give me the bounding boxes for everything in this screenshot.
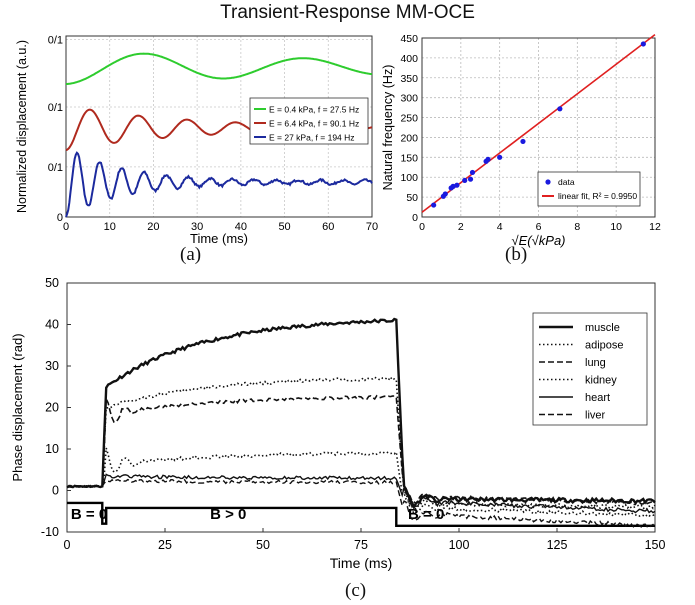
field-pulse-line <box>67 501 655 527</box>
trace-kidney <box>66 447 656 518</box>
y-tick-label-b: 450 <box>400 33 418 45</box>
x-axis-label-b: √E(√kPa) <box>512 233 566 248</box>
x-tick-label-a: 40 <box>235 221 247 233</box>
legend-label-a: E = 6.4 kPa, f = 90.1 Hz <box>269 119 359 129</box>
panel-c: 0 25 50 75 100 125 150 -10 0 10 20 30 40 50 B = 0 B > 0… <box>10 276 665 571</box>
y-tick-label-c: -10 <box>41 525 59 539</box>
series-line-a-1 <box>66 52 373 85</box>
trace-liver <box>66 478 656 529</box>
x-tick-label-b: 10 <box>610 221 622 233</box>
trace-heart <box>66 473 656 514</box>
x-tick-label-a: 60 <box>322 221 334 233</box>
data-point-b <box>469 169 476 176</box>
x-tick-label-b: 12 <box>649 221 661 233</box>
y-axis-label-a: Normalized displacement (a.u.) <box>15 40 29 213</box>
figure-title: Transient-Response MM-OCE <box>220 2 475 23</box>
data-point-b <box>442 191 448 197</box>
data-point-b <box>497 154 503 160</box>
y-tick-label-c: 10 <box>45 442 59 456</box>
x-tick-label-c: 50 <box>256 538 270 552</box>
x-tick-label-c: 0 <box>64 538 71 552</box>
data-point-b <box>431 202 437 208</box>
fit-line-b <box>421 34 656 213</box>
data-point-b <box>462 177 468 184</box>
data-point-b <box>454 182 460 188</box>
x-tick-label-a: 10 <box>104 221 116 233</box>
x-tick-label-a: 20 <box>147 221 159 233</box>
x-tick-label-c: 25 <box>158 538 172 552</box>
legend-label-a: E = 0.4 kPa, f = 27.5 Hz <box>269 105 359 115</box>
x-tick-label-c: 75 <box>354 538 368 552</box>
y-tick-label-b: 350 <box>400 73 418 85</box>
legend-label-c: muscle <box>585 322 620 334</box>
x-tick-label-a: 0 <box>63 221 69 233</box>
y-tick-label-c: 50 <box>45 276 59 290</box>
x-axis-label-a: Time (ms) <box>190 231 248 246</box>
y-tick-label-c: 0 <box>52 484 59 498</box>
x-tick-label-b: 6 <box>536 221 542 233</box>
trace-lung <box>66 394 656 506</box>
x-tick-label-c: 125 <box>547 538 568 552</box>
data-point-b <box>485 156 491 162</box>
x-tick-label-b: 2 <box>458 221 464 233</box>
y-tick-label-b: 100 <box>400 172 418 184</box>
y-tick-label-b: 400 <box>400 53 418 65</box>
x-tick-label-b: 8 <box>574 221 580 233</box>
y-tick-label-b: 300 <box>400 93 418 105</box>
y-tick-label-c: 20 <box>45 401 59 415</box>
y-tick-label-a: 0 <box>57 212 63 224</box>
y-tick-label-a: 0/1 <box>48 162 63 174</box>
data-point-b <box>520 138 526 145</box>
panel-a: 0 10 20 30 40 50 60 70 0 0/1 0/1 0/1 E = 0.4 kPa, f … <box>15 34 378 246</box>
x-tick-label-a: 30 <box>191 221 203 233</box>
legend-label-c: liver <box>585 410 606 422</box>
y-tick-label-c: 30 <box>45 359 59 373</box>
plot-frame-a <box>65 35 373 218</box>
data-point-b <box>557 106 563 112</box>
legend-label-b: linear fit, R² = 0.9950 <box>558 191 637 201</box>
y-axis-label-c: Phase displacement (rad) <box>10 333 25 481</box>
y-tick-label-b: 200 <box>400 132 418 144</box>
y-tick-label-b: 150 <box>400 152 418 164</box>
y-tick-label-a: 0/1 <box>48 34 63 46</box>
y-tick-label-b: 250 <box>400 113 418 125</box>
x-tick-label-b: 0 <box>419 221 425 233</box>
x-axis-label-c: Time (ms) <box>330 555 392 571</box>
legend-box-c <box>532 312 648 426</box>
caption-c: (c) <box>345 580 367 601</box>
legend-label-c: kidney <box>585 375 617 387</box>
data-point-b <box>467 176 474 182</box>
y-tick-label-b: 0 <box>412 212 418 224</box>
y-tick-label-c: 40 <box>45 318 59 332</box>
panel-b: 0 2 4 6 8 10 12 0 50 100 150 200 250 300 350 400 450 data… <box>381 33 661 248</box>
y-tick-label-b: 50 <box>406 192 418 204</box>
data-point-b <box>640 41 646 47</box>
legend-swatch-b <box>545 179 551 185</box>
x-tick-label-c: 150 <box>645 538 666 552</box>
annotation-b-on: B > 0 <box>210 506 246 523</box>
caption-a: (a) <box>180 244 202 265</box>
legend-box-b <box>537 171 641 207</box>
annotation-b-off-1: B = 0 <box>71 506 107 523</box>
x-tick-label-c: 100 <box>449 538 470 552</box>
legend-label-c: heart <box>585 392 610 404</box>
legend-label-b: data <box>558 177 575 187</box>
x-tick-label-b: 4 <box>497 221 503 233</box>
caption-b: (b) <box>505 244 528 265</box>
x-tick-label-a: 50 <box>278 221 290 233</box>
y-tick-label-a: 0/1 <box>48 102 63 114</box>
legend-label-c: adipose <box>585 340 624 352</box>
legend-box-a <box>249 97 369 145</box>
legend-label-c: lung <box>585 357 606 369</box>
y-axis-label-b: Natural frequency (Hz) <box>381 65 395 191</box>
x-tick-label-a: 70 <box>366 221 378 233</box>
plot-frame-b <box>421 37 656 218</box>
series-line-a-3 <box>65 151 373 218</box>
legend-label-a: E = 27 kPa, f = 194 Hz <box>269 133 355 143</box>
